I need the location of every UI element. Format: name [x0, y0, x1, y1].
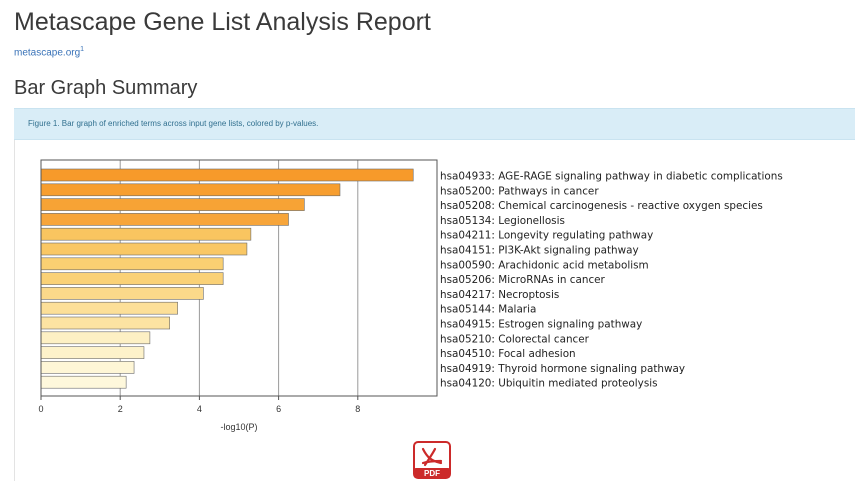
- figure-caption-box: Figure 1. Bar graph of enriched terms ac…: [14, 108, 855, 140]
- svg-text:PDF: PDF: [424, 469, 440, 478]
- term-label: hsa05206: MicroRNAs in cancer: [440, 274, 606, 286]
- x-tick-label: 2: [118, 404, 123, 414]
- pdf-icon[interactable]: PDF: [413, 441, 451, 479]
- figure-caption: Figure 1. Bar graph of enriched terms ac…: [28, 119, 319, 128]
- term-label: hsa05208: Chemical carcinogenesis - reac…: [440, 200, 763, 212]
- term-label: hsa04217: Necroptosis: [440, 289, 559, 301]
- bar: [40, 272, 224, 285]
- metascape-link-text[interactable]: metascape.org: [14, 47, 81, 59]
- footnote-marker: 1: [80, 46, 85, 53]
- metascape-link[interactable]: metascape.org1: [14, 46, 84, 58]
- report-title: Metascape Gene List Analysis Report: [14, 8, 431, 36]
- bars: [40, 168, 414, 389]
- term-label: hsa04211: Longevity regulating pathway: [440, 230, 653, 242]
- bar: [40, 287, 204, 300]
- x-tick-label: 6: [276, 404, 281, 414]
- term-label: hsa00590: Arachidonic acid metabolism: [440, 259, 649, 271]
- x-axis-ticks: 0 2 4 6 8: [38, 396, 360, 414]
- term-label: hsa04919: Thyroid hormone signaling path…: [440, 363, 685, 375]
- bar: [40, 375, 127, 389]
- bar: [40, 361, 135, 374]
- term-label: hsa05144: Malaria: [440, 304, 536, 316]
- term-label: hsa04151: PI3K-Akt signaling pathway: [440, 245, 639, 257]
- x-axis-title: -log10(P): [220, 422, 257, 432]
- pdf-download-icon[interactable]: PDF: [413, 441, 451, 479]
- bar: [40, 168, 414, 182]
- x-tick-label: 0: [38, 404, 43, 414]
- bar: [40, 331, 151, 345]
- bar: [40, 316, 170, 330]
- bar-chart: 0 2 4 6 8 -log10(P) hsa04933: AGE-RAGE signa…: [38, 159, 783, 432]
- x-tick-label: 4: [197, 404, 202, 414]
- x-tick-label: 8: [355, 404, 360, 414]
- bar: [40, 198, 305, 211]
- term-labels: hsa04933: AGE-RAGE signaling pathway in …: [440, 171, 783, 390]
- term-label: hsa04120: Ubiquitin mediated proteolysis: [440, 378, 658, 390]
- figure-panel: 0 2 4 6 8 -log10(P) hsa04933: AGE-RAGE signa…: [14, 140, 855, 481]
- term-label: hsa04933: AGE-RAGE signaling pathway in …: [440, 171, 783, 183]
- term-label: hsa05200: Pathways in cancer: [440, 185, 599, 197]
- bar: [40, 301, 178, 315]
- bar: [40, 213, 289, 226]
- term-label: hsa04915: Estrogen signaling pathway: [440, 319, 642, 331]
- bar: [40, 183, 341, 197]
- plot-frame: [40, 159, 438, 397]
- term-label: hsa05210: Colorectal cancer: [440, 333, 590, 345]
- bar: [40, 257, 224, 271]
- term-label: hsa05134: Legionellosis: [440, 215, 565, 227]
- bar: [40, 227, 252, 241]
- term-label: hsa04510: Focal adhesion: [440, 348, 576, 360]
- section-title: Bar Graph Summary: [14, 77, 198, 99]
- bar: [40, 346, 145, 359]
- bar: [40, 242, 248, 256]
